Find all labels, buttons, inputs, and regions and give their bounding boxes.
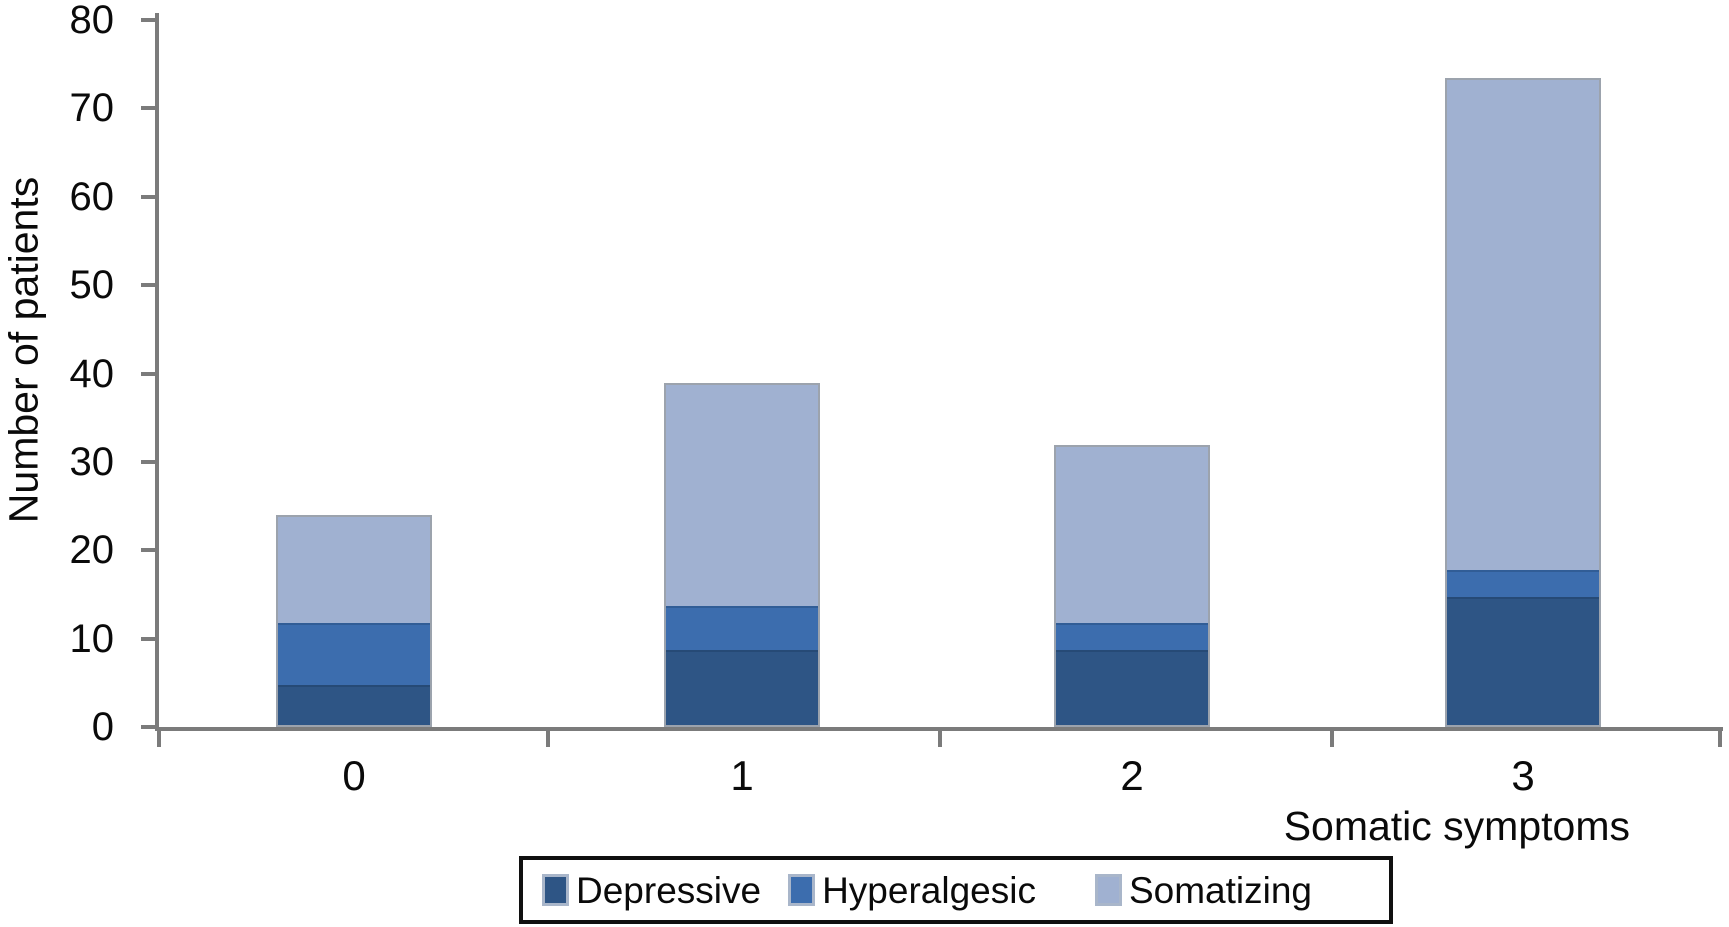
legend-label-hyperalgesic: Hyperalgesic <box>822 869 1036 911</box>
legend: Depressive Hyperalgesic Somatizing <box>519 856 1393 924</box>
y-tick-20 <box>141 548 159 553</box>
x-tick-2 <box>938 730 942 747</box>
bar-somatic-3 <box>1445 77 1601 727</box>
bar-0-segment-somatizing <box>278 517 430 624</box>
legend-label-somatizing: Somatizing <box>1128 869 1312 911</box>
y-tick-label-30: 30 <box>69 439 115 484</box>
bar-1-segment-somatizing <box>666 384 818 606</box>
x-tick-label-2: 2 <box>1120 752 1144 799</box>
bar-2-segment-hyperalgesic <box>1056 623 1208 650</box>
legend-swatch-depressive <box>542 874 569 906</box>
bar-2-segment-depressive <box>1056 649 1208 725</box>
x-tick-label-3: 3 <box>1511 752 1535 799</box>
bar-2-segment-somatizing <box>1056 446 1208 624</box>
bar-3-segment-depressive <box>1447 596 1599 725</box>
legend-swatch-somatizing <box>1094 874 1122 906</box>
legend-item-depressive: Depressive <box>542 872 761 909</box>
bar-3-segment-hyperalgesic <box>1447 570 1599 597</box>
x-tick-label-0: 0 <box>342 752 366 799</box>
bar-0-segment-hyperalgesic <box>278 623 430 686</box>
bar-somatic-0 <box>276 515 432 727</box>
y-tick-40 <box>141 371 159 376</box>
y-tick-60 <box>141 194 159 199</box>
y-tick-label-0: 0 <box>91 705 114 749</box>
y-tick-label-20: 20 <box>69 528 115 573</box>
y-tick-label-40: 40 <box>69 351 115 396</box>
bar-somatic-2 <box>1054 444 1210 727</box>
bar-0-segment-depressive <box>278 685 430 725</box>
y-tick-30 <box>141 459 159 464</box>
bar-1-segment-depressive <box>666 649 818 725</box>
x-tick-0 <box>157 730 161 747</box>
y-tick-0 <box>141 725 159 729</box>
y-tick-label-50: 50 <box>69 263 115 308</box>
bar-somatic-1 <box>664 382 820 727</box>
y-tick-label-10: 10 <box>69 616 115 661</box>
bar-3-segment-somatizing <box>1447 79 1599 571</box>
y-tick-label-80: 80 <box>69 0 115 42</box>
legend-item-hyperalgesic: Hyperalgesic <box>788 872 1036 909</box>
legend-item-somatizing: Somatizing <box>1094 869 1312 911</box>
legend-label-depressive: Depressive <box>576 869 762 911</box>
y-axis-title: Number of patients <box>0 176 47 524</box>
x-tick-label-1: 1 <box>730 752 754 799</box>
legend-swatch-hyperalgesic <box>788 874 816 906</box>
bar-1-segment-hyperalgesic <box>666 605 818 650</box>
x-tick-4 <box>1718 730 1722 747</box>
x-axis-line <box>155 727 1723 731</box>
y-tick-80 <box>141 18 159 22</box>
x-tick-1 <box>546 730 550 747</box>
y-tick-10 <box>141 636 159 641</box>
y-tick-70 <box>141 106 159 111</box>
x-tick-3 <box>1330 730 1334 747</box>
y-tick-50 <box>141 283 159 288</box>
y-tick-label-60: 60 <box>69 174 115 219</box>
y-tick-label-70: 70 <box>69 86 115 131</box>
x-axis-title: Somatic symptoms <box>1283 803 1630 849</box>
